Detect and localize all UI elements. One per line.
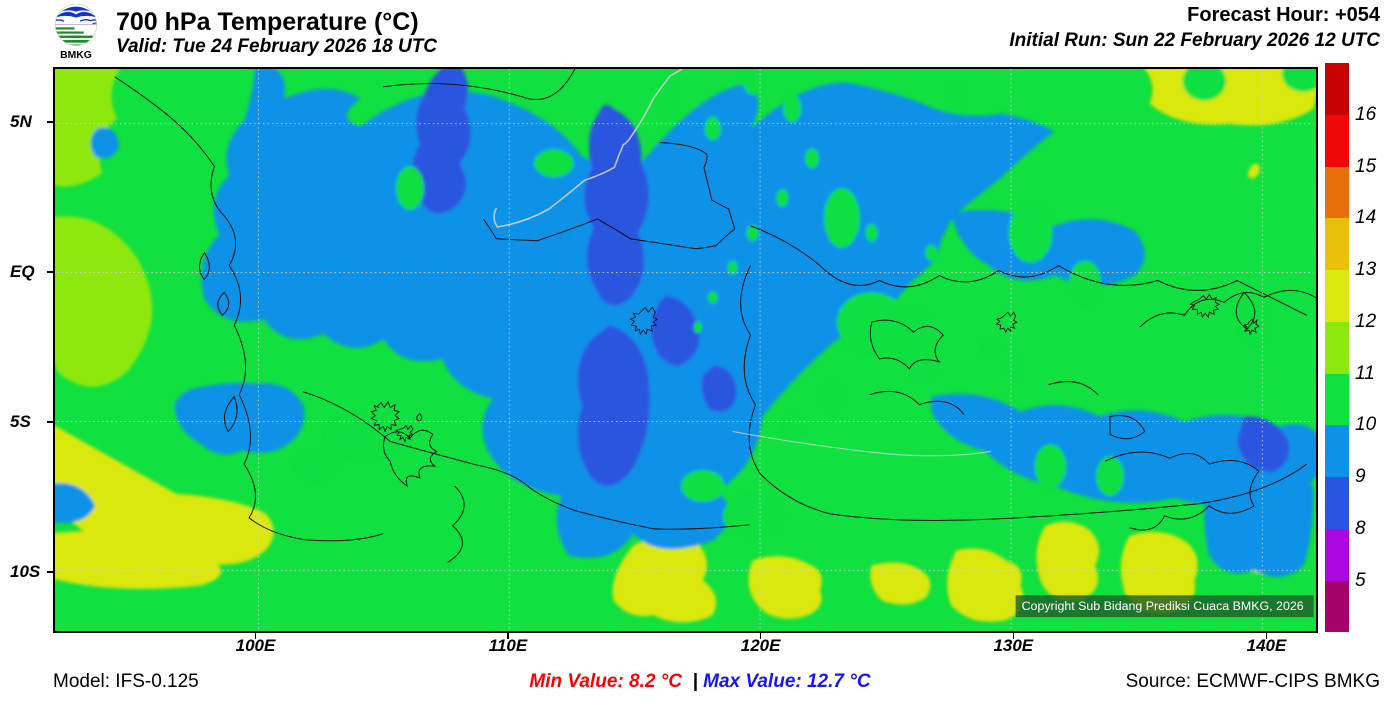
svg-text:BMKG: BMKG bbox=[60, 50, 92, 60]
svg-text:Copyright Sub Bidang Prediksi: Copyright Sub Bidang Prediksi Cuaca BMKG… bbox=[1022, 599, 1304, 613]
